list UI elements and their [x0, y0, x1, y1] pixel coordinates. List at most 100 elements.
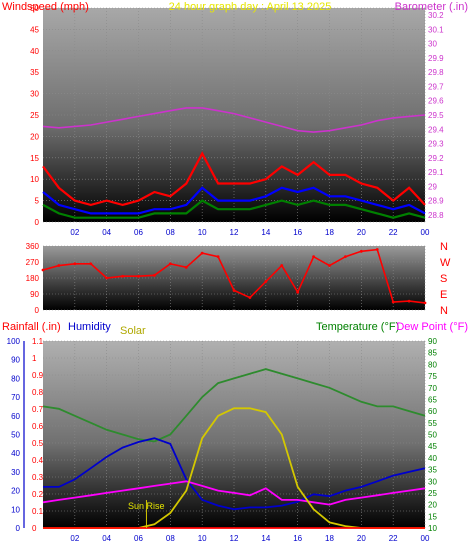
- rain-tick-label: 0: [32, 524, 37, 533]
- barometer-tick-label: 30: [428, 40, 437, 49]
- direction-y-tick-label: 180: [26, 274, 40, 283]
- temp-x-tick-label: 20: [357, 534, 366, 543]
- wind-x-tick-label: 20: [357, 228, 366, 237]
- direction-point: [280, 264, 284, 267]
- temp-x-tick-label: 18: [325, 534, 334, 543]
- direction-point: [200, 251, 204, 255]
- direction-point: [168, 262, 172, 266]
- barometer-tick-label: 29.2: [428, 154, 444, 163]
- temp-x-tick-label: 02: [70, 534, 79, 543]
- wind-series-low: [42, 199, 426, 219]
- temperature-tick-label: 75: [428, 372, 437, 381]
- wind-y-tick-label: 50: [30, 4, 39, 13]
- barometer-tick-label: 29: [428, 182, 437, 191]
- direction-point: [216, 255, 220, 259]
- dewpoint-ylabel: Dew Point (°F): [396, 321, 468, 333]
- wind-x-tick-label: 16: [293, 228, 302, 237]
- wind-y-tick-label: 35: [30, 68, 39, 77]
- humidity-tick-label: 40: [11, 449, 20, 458]
- barometer-tick-label: 28.9: [428, 197, 444, 206]
- wind-x-tick-label: 22: [389, 228, 398, 237]
- direction-point: [328, 264, 331, 267]
- temperature-tick-label: 30: [428, 477, 437, 486]
- barometer-tick-label: 29.9: [428, 54, 444, 63]
- direction-y-tick-label: 90: [30, 290, 39, 299]
- direction-point: [391, 300, 395, 304]
- direction-point: [184, 265, 188, 269]
- wind-y-tick-label: 30: [30, 90, 39, 99]
- temp-series-temperature: [42, 368, 426, 443]
- solar-ylabel: Solar: [120, 325, 146, 337]
- direction-point: [359, 249, 363, 253]
- humidity-tick-label: 90: [11, 356, 20, 365]
- humidity-tick-label: 60: [11, 412, 20, 421]
- wind-x-tick-label: 06: [134, 228, 143, 237]
- direction-point: [312, 255, 315, 259]
- direction-point: [153, 273, 156, 277]
- temperature-tick-label: 40: [428, 454, 437, 463]
- compass-label: W: [440, 257, 451, 269]
- barometer-tick-label: 28.8: [428, 211, 444, 220]
- rain-tick-label: 0.7: [32, 405, 44, 414]
- humidity-tick-label: 50: [11, 431, 20, 440]
- direction-point: [41, 268, 45, 272]
- direction-y-tick-label: 270: [26, 258, 40, 267]
- barometer-tick-label: 29.5: [428, 111, 444, 120]
- rain-tick-label: 1: [32, 354, 37, 363]
- wind-series-gust: [42, 151, 426, 207]
- compass-label: E: [440, 289, 447, 301]
- temp-x-tick-label: 10: [198, 534, 207, 543]
- barometer-tick-label: 29.8: [428, 68, 444, 77]
- wind-y-tick-label: 20: [30, 132, 39, 141]
- barometer-tick-label: 30.1: [428, 25, 444, 34]
- temp-x-tick-label: 04: [102, 534, 111, 543]
- humidity-tick-label: 80: [11, 374, 20, 383]
- rain-tick-label: 0.9: [32, 371, 44, 380]
- temp-series-dewpoint: [42, 480, 426, 506]
- temperature-tick-label: 15: [428, 512, 437, 521]
- temp-x-tick-label: 06: [134, 534, 143, 543]
- temperature-tick-label: 50: [428, 431, 437, 440]
- temperature-tick-label: 65: [428, 395, 437, 404]
- humidity-tick-label: 70: [11, 393, 20, 402]
- direction-point: [105, 276, 109, 280]
- barometer-tick-label: 30.2: [428, 11, 444, 20]
- rain-ylabel: Rainfall (.in): [2, 321, 61, 333]
- wind-x-tick-label: 04: [102, 228, 111, 237]
- direction-point: [407, 299, 411, 303]
- direction-point: [423, 301, 427, 305]
- wind-x-tick-label: 10: [198, 228, 207, 237]
- temperature-tick-label: 45: [428, 442, 437, 451]
- humidity-tick-label: 30: [11, 468, 20, 477]
- temp-x-tick-label: 12: [230, 534, 239, 543]
- wind-y-tick-label: 15: [30, 154, 39, 163]
- wind-x-tick-label: 08: [166, 228, 175, 237]
- chart-title: 24 hour graph day : April 13 2025: [169, 1, 332, 13]
- temperature-tick-label: 10: [428, 524, 437, 533]
- temp-series: [42, 368, 426, 529]
- temp-x-tick-label: 14: [261, 534, 270, 543]
- direction-point: [73, 262, 77, 266]
- wind-x-tick-label: 18: [325, 228, 334, 237]
- wind-ylabel: Windspeed (mph): [2, 1, 89, 13]
- temperature-tick-label: 25: [428, 489, 437, 498]
- temperature-tick-label: 60: [428, 407, 437, 416]
- direction-point: [232, 289, 236, 292]
- compass-label: N: [440, 305, 448, 317]
- rain-tick-label: 0.3: [32, 473, 44, 482]
- wind-series: [42, 107, 426, 219]
- rain-tick-label: 0.5: [32, 439, 44, 448]
- humidity-tick-label: 100: [7, 337, 21, 346]
- barometer-tick-label: 29.3: [428, 140, 444, 149]
- direction-series: [41, 248, 427, 305]
- temperature-tick-label: 20: [428, 501, 437, 510]
- wind-y-tick-label: 40: [30, 47, 39, 56]
- wind-y-tick-label: 0: [35, 218, 40, 227]
- sunrise-annotation: Sun Rise: [128, 501, 165, 511]
- barometer-tick-label: 29.6: [428, 97, 444, 106]
- wind-y-tick-label: 25: [30, 111, 39, 120]
- barometer-ylabel: Barometer (.in): [395, 1, 468, 13]
- direction-y-tick-label: 360: [26, 242, 40, 251]
